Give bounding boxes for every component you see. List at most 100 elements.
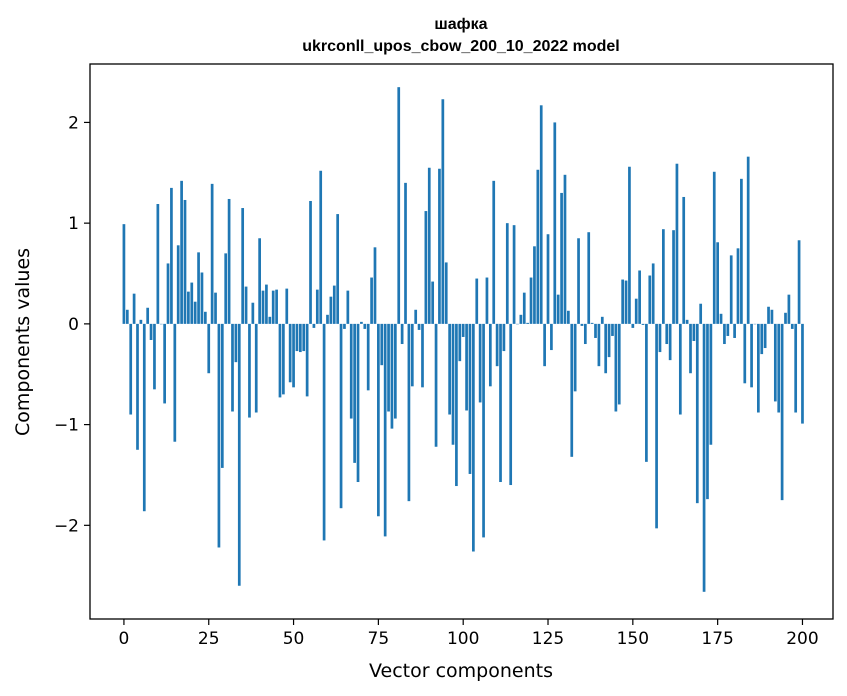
bar-183 (743, 323, 747, 384)
bars-group (122, 87, 804, 592)
bar-74 (373, 247, 377, 324)
bar-30 (224, 253, 228, 324)
bar-77 (383, 323, 387, 537)
bar-160 (665, 323, 669, 345)
bar-159 (662, 229, 665, 324)
bar-71 (363, 323, 367, 329)
bar-102 (468, 323, 472, 474)
bar-200 (801, 323, 804, 424)
bar-182 (740, 178, 743, 324)
bar-103 (472, 323, 475, 552)
bar-126 (550, 323, 553, 351)
bar-199 (797, 240, 801, 324)
bar-8 (149, 323, 153, 340)
bar-40 (258, 238, 261, 324)
bar-97 (451, 323, 455, 445)
bar-180 (733, 323, 736, 338)
bar-161 (668, 323, 672, 361)
bar-137 (587, 232, 591, 324)
x-axis-label: Vector components (369, 660, 553, 682)
bar-133 (573, 323, 577, 392)
bar-179 (729, 255, 733, 324)
bar-158 (658, 323, 662, 353)
bar-142 (604, 323, 608, 374)
bar-198 (794, 323, 798, 413)
bar-184 (746, 156, 750, 324)
bar-0 (122, 224, 126, 324)
bar-32 (231, 323, 234, 412)
bar-78 (387, 323, 390, 412)
bar-19 (187, 291, 190, 324)
y-axis-label: Components values (12, 248, 34, 436)
bar-108 (488, 323, 492, 387)
bar-140 (597, 323, 601, 367)
bar-95 (444, 262, 448, 324)
bar-170 (699, 303, 703, 324)
bar-191 (770, 309, 774, 324)
bar-79 (390, 323, 394, 429)
bar-61 (329, 296, 333, 324)
bar-176 (719, 313, 723, 324)
bar-5 (139, 319, 143, 324)
x-tick-label: 150 (617, 629, 649, 649)
bar-28 (217, 323, 221, 548)
bar-167 (689, 323, 692, 374)
bar-57 (315, 289, 319, 324)
bar-69 (356, 323, 360, 483)
bar-1 (125, 309, 129, 324)
bar-86 (414, 309, 418, 324)
bar-104 (475, 278, 479, 324)
bar-4 (136, 323, 139, 450)
bar-138 (590, 322, 594, 324)
x-axis: 0 25 50 75 100 125 150 175 200 (119, 619, 819, 649)
bar-173 (709, 323, 713, 445)
bar-85 (410, 323, 414, 387)
bar-26 (210, 183, 214, 324)
bar-63 (336, 214, 340, 324)
bar-20 (190, 282, 194, 324)
bar-56 (312, 323, 316, 328)
bar-117 (519, 314, 523, 324)
bar-193 (777, 323, 781, 413)
bar-89 (424, 211, 428, 324)
bar-177 (723, 323, 726, 345)
x-tick-label: 75 (368, 629, 390, 649)
bar-152 (638, 270, 641, 324)
bar-82 (400, 323, 404, 345)
bar-60 (326, 314, 329, 324)
bar-106 (482, 323, 485, 538)
bar-115 (512, 225, 516, 324)
bar-121 (533, 246, 536, 324)
bar-81 (397, 87, 401, 324)
bar-6 (142, 323, 146, 512)
bar-75 (377, 323, 380, 517)
x-tick-label: 50 (283, 629, 305, 649)
bar-49 (288, 323, 292, 383)
bar-72 (366, 323, 370, 391)
x-tick-label: 125 (532, 629, 564, 649)
bar-66 (346, 290, 350, 324)
x-tick-label: 175 (701, 629, 733, 649)
bar-188 (760, 323, 764, 355)
bar-47 (282, 323, 285, 395)
bar-164 (678, 323, 682, 415)
bar-150 (631, 323, 635, 328)
bar-51 (295, 323, 299, 352)
bar-98 (455, 323, 458, 487)
bar-93 (438, 168, 441, 324)
bar-174 (712, 171, 716, 324)
bar-88 (421, 323, 424, 388)
x-tick-label: 100 (447, 629, 479, 649)
bar-144 (611, 323, 614, 336)
bar-171 (702, 323, 706, 592)
bar-23 (200, 272, 204, 324)
bar-197 (790, 323, 794, 329)
bar-10 (156, 204, 160, 324)
bar-58 (319, 170, 323, 324)
bar-156 (651, 263, 655, 324)
y-tick-label: 1 (68, 214, 79, 234)
bar-18 (183, 199, 187, 324)
bar-12 (163, 323, 166, 404)
bar-62 (332, 285, 336, 324)
x-tick-label: 25 (198, 629, 220, 649)
